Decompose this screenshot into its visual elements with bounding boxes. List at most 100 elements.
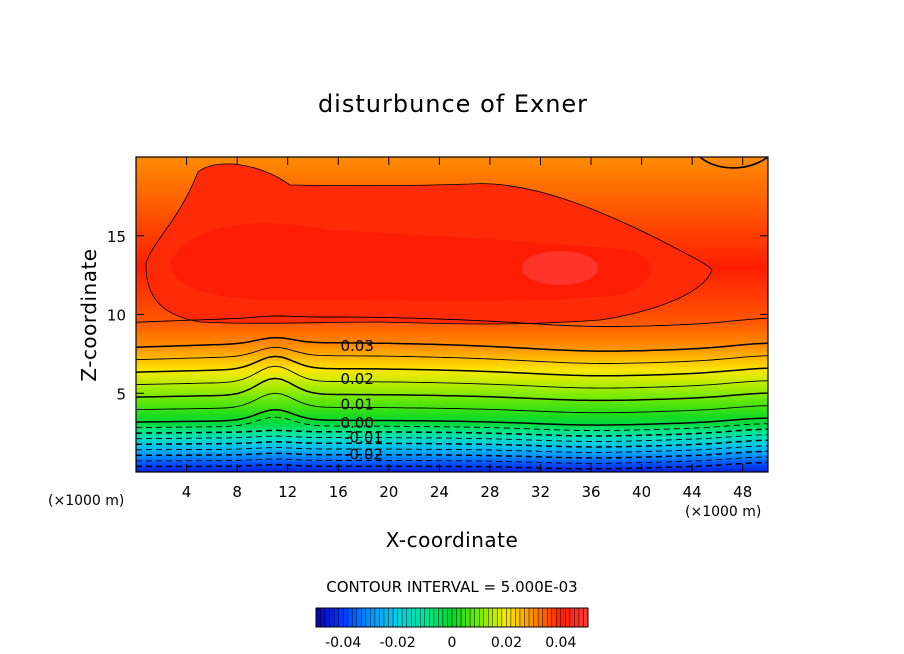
contour-interval-label: CONTOUR INTERVAL = 5.000E-03	[326, 578, 577, 596]
colorbar-cell	[465, 607, 471, 628]
x-unit-right: (×1000 m)	[685, 504, 761, 520]
x-tick-label: 8	[232, 483, 242, 501]
colorbar-cell	[537, 607, 543, 628]
colorbar-cell	[406, 607, 412, 628]
colorbar-cells	[315, 607, 589, 628]
top-right-contour	[699, 157, 768, 169]
colorbar-cell	[483, 607, 489, 628]
colorbar-cell	[519, 607, 525, 628]
chart-title: disturbunce of Exner	[318, 90, 588, 118]
colorbar-cell	[574, 607, 580, 628]
colorbar-cell	[420, 607, 425, 628]
x-tick-label: 12	[278, 483, 297, 501]
colorbar-cell	[528, 607, 534, 628]
colorbar-tick-labels: -0.04 -0.02 0 0.02 0.04	[325, 635, 576, 651]
colorbar-cell	[506, 607, 512, 628]
contour-line	[136, 408, 768, 426]
x-tick-label: 4	[182, 483, 192, 501]
contour-line	[136, 365, 768, 389]
contour-label: 0.00	[340, 414, 373, 432]
plot-area: 0.03 0.02 0.010.00-0.01-0.02 4 8 12 16 20 24 28 3…	[107, 156, 769, 501]
contour-line	[136, 377, 768, 402]
colorbar-cell	[374, 607, 380, 628]
contour-label: -0.01	[344, 428, 383, 446]
contour-line	[136, 450, 768, 459]
colorbar-cell	[429, 607, 435, 628]
contour-line	[136, 439, 768, 448]
colorbar-tick-label: -0.02	[379, 635, 415, 651]
x-axis-label: X-coordinate	[386, 528, 519, 552]
colorbar-cell	[524, 607, 530, 628]
colorbar-cell	[356, 607, 362, 628]
contour-label: 0.02	[340, 370, 373, 388]
contour-labels: 0.03 0.02 0.010.00-0.01-0.02	[340, 337, 382, 464]
y-tick-label: 10	[107, 307, 126, 325]
colorbar-cell	[560, 607, 566, 628]
colorbar-cell	[551, 607, 557, 628]
colorbar-cell	[533, 607, 539, 628]
colorbar-cell	[370, 607, 376, 628]
contour-label: 0.01	[340, 395, 373, 413]
colorbar-cell	[324, 607, 330, 628]
colorbar-cell	[415, 607, 421, 628]
colorbar-cell	[338, 607, 344, 628]
inner-max-region	[170, 223, 652, 302]
colorbar-frame	[315, 607, 589, 628]
colorbar-cell	[556, 607, 562, 628]
colorbar-cell	[501, 607, 507, 628]
contour-line	[136, 428, 768, 437]
colorbar-cell	[578, 607, 584, 628]
contour-line	[136, 445, 768, 453]
contour-line	[136, 416, 768, 431]
colorbar-cell	[397, 607, 403, 628]
colorbar-cell	[361, 607, 367, 628]
colorbar-cell	[515, 607, 521, 628]
x-tick-label: 20	[379, 483, 398, 501]
colorbar-cell	[379, 607, 385, 628]
contour-line	[136, 461, 768, 470]
colorbar-cell	[497, 607, 503, 628]
x-axis-ticks: 4 8 12 16 20 24 28 32 36 40 44 48	[182, 157, 752, 501]
x-tick-label: 40	[632, 483, 651, 501]
colorbar-cell	[488, 607, 493, 628]
y-tick-label: 5	[116, 385, 126, 403]
colorbar-cell	[447, 607, 453, 628]
colorbar-cell	[460, 607, 466, 628]
x-tick-label: 32	[531, 483, 550, 501]
colorbar-cell	[451, 607, 457, 628]
colorbar-cell	[510, 607, 516, 628]
x-tick-label: 24	[430, 483, 449, 501]
x-tick-label: 36	[581, 483, 600, 501]
colorbar-cell	[320, 607, 326, 628]
colorbar-cell	[569, 607, 575, 628]
colorbar-cell	[547, 607, 552, 628]
x-tick-label: 28	[480, 483, 499, 501]
contour-line	[136, 336, 768, 352]
contour-line	[136, 346, 768, 364]
colorbar-tick-label: 0.04	[545, 635, 576, 651]
y-axis-label: Z-coordinate	[77, 248, 101, 381]
colorbar-tick-label: 0.02	[491, 635, 522, 651]
contour-line	[136, 434, 768, 442]
colorbar-cell	[469, 607, 475, 628]
x-tick-label: 16	[329, 483, 348, 501]
colorbar-cell	[492, 607, 498, 628]
colorbar-cell	[392, 607, 398, 628]
colorbar-cell	[383, 607, 389, 628]
colorbar-cell	[433, 607, 439, 628]
x-unit-left: (×1000 m)	[48, 493, 124, 509]
colorbar-cell	[347, 607, 353, 628]
contour-label: -0.02	[344, 446, 383, 464]
contour-label: 0.03	[340, 337, 373, 355]
y-tick-label: 15	[107, 228, 126, 246]
colorbar-cell	[401, 607, 407, 628]
colorbar-cell	[352, 607, 357, 628]
colorbar-cell	[315, 607, 321, 628]
colorbar-cell	[583, 607, 589, 628]
colorbar-cell	[542, 607, 548, 628]
contour-line	[136, 392, 768, 414]
colorbar-cell	[329, 607, 335, 628]
colorbar-cell	[424, 607, 430, 628]
contour-line	[136, 355, 768, 377]
peak-region	[522, 251, 598, 285]
